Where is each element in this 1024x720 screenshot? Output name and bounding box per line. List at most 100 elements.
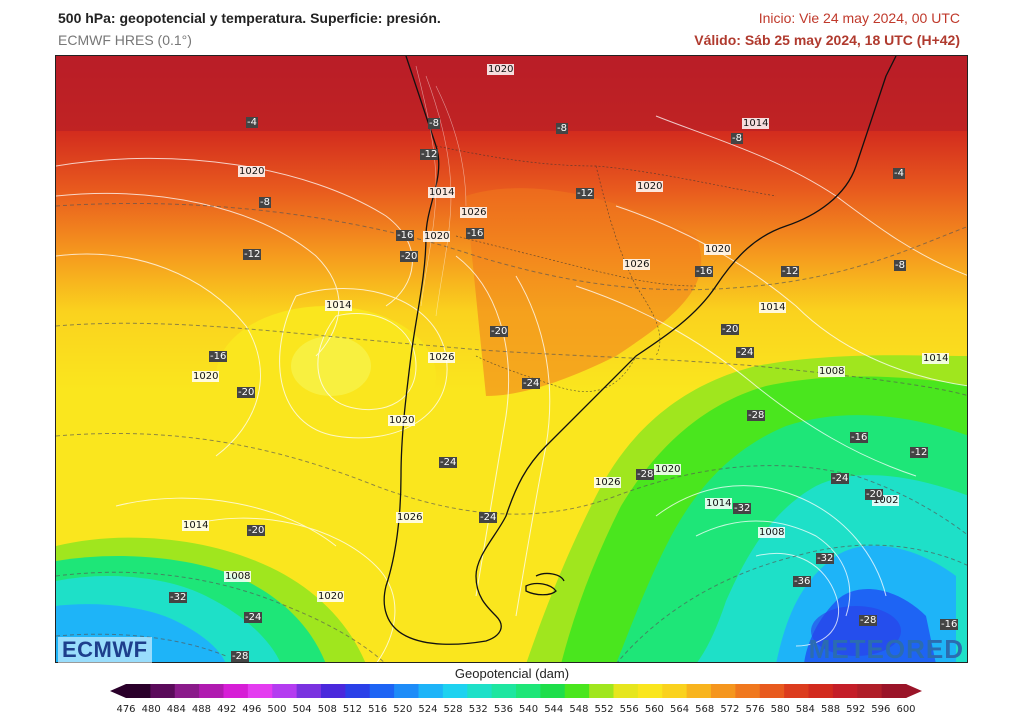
- scale-tick-label: 600: [896, 704, 916, 715]
- scale-swatch: [418, 684, 444, 698]
- scale-tick-label: 504: [292, 704, 312, 715]
- isobar-label: 1014: [922, 353, 950, 364]
- scale-arrow-high: [906, 684, 922, 698]
- scale-swatch: [126, 684, 151, 698]
- isobar-label: 1020: [654, 464, 682, 475]
- isotherm-label: -16: [209, 351, 228, 362]
- scale-tick-label: 492: [217, 704, 237, 715]
- scale-swatch: [759, 684, 785, 698]
- scale-tick-label: 584: [795, 704, 815, 715]
- scale-swatch: [540, 684, 566, 698]
- scale-swatch: [223, 684, 249, 698]
- scale-swatch: [637, 684, 663, 698]
- scale-tick-label: 476: [116, 704, 136, 715]
- scale-tick-label: 548: [569, 704, 589, 715]
- isobar-label: 1020: [704, 244, 732, 255]
- isobar-label: 1008: [224, 571, 252, 582]
- scale-swatch: [832, 684, 858, 698]
- scale-tick-label: 552: [594, 704, 614, 715]
- isobar-label: 1026: [396, 512, 424, 523]
- isobar-label: 1026: [594, 477, 622, 488]
- isobar-label: 1014: [325, 300, 353, 311]
- isobar-label: 1020: [192, 371, 220, 382]
- isotherm-label: -32: [816, 553, 835, 564]
- scale-tick-label: 568: [695, 704, 715, 715]
- isobar-label: 1020: [487, 64, 515, 75]
- scale-swatch: [199, 684, 224, 698]
- isobar-label: 1026: [460, 207, 488, 218]
- isotherm-label: -8: [894, 260, 906, 271]
- isobar-label: 1020: [636, 181, 664, 192]
- isobar-label: 1014: [742, 118, 770, 129]
- scale-swatch: [784, 684, 809, 698]
- scale-arrow-low: [110, 684, 126, 698]
- scale-tick-label: 528: [443, 704, 463, 715]
- isotherm-label: -12: [576, 188, 595, 199]
- isotherm-label: -16: [850, 432, 869, 443]
- isobar-label: 1020: [388, 415, 416, 426]
- isotherm-label: -4: [893, 168, 905, 179]
- isotherm-label: -28: [231, 651, 250, 662]
- init-time: Inicio: Vie 24 may 2024, 00 UTC: [758, 10, 960, 26]
- isobar-label: 1002: [872, 495, 900, 506]
- isotherm-label: -24: [736, 347, 755, 358]
- scale-swatch: [857, 684, 883, 698]
- isobar-label: 1014: [182, 520, 210, 531]
- isotherm-label: -20: [865, 489, 884, 500]
- map-panel[interactable]: 1020 1014 1020 1014 1026 1020 1026 1020 1026 1014…: [55, 55, 968, 663]
- legend-title: Geopotencial (dam): [454, 666, 570, 681]
- isotherm-label: -12: [243, 249, 262, 260]
- scale-swatch: [686, 684, 712, 698]
- ecmwf-logo: ECMWF: [58, 637, 152, 663]
- isotherm-label: -16: [940, 619, 959, 630]
- scale-swatch: [272, 684, 298, 698]
- scale-tick-label: 564: [670, 704, 690, 715]
- scale-tick-label: 520: [393, 704, 413, 715]
- isotherm-label: -20: [721, 324, 740, 335]
- scale-tick-label: 500: [267, 704, 287, 715]
- isobar-label: 1014: [759, 302, 787, 313]
- scale-tick-label: 544: [544, 704, 564, 715]
- scale-tick-label: 536: [493, 704, 513, 715]
- scale-tick-label: 480: [141, 704, 161, 715]
- scale-swatch: [662, 684, 688, 698]
- isotherm-label: -16: [466, 228, 485, 239]
- isotherm-label: -36: [793, 576, 812, 587]
- isotherm-label: -32: [733, 503, 752, 514]
- scale-tick-label: 576: [745, 704, 765, 715]
- scale-swatch: [467, 684, 493, 698]
- scale-swatch: [247, 684, 273, 698]
- isotherm-label: -8: [259, 197, 271, 208]
- scale-tick-label: 508: [317, 704, 337, 715]
- scale-swatch: [150, 684, 176, 698]
- isobar-label: 1020: [317, 591, 345, 602]
- scale-tick-label: 532: [468, 704, 488, 715]
- scale-tick-label: 572: [720, 704, 740, 715]
- isotherm-label: -8: [556, 123, 568, 134]
- scale-swatch: [491, 684, 517, 698]
- isobar-label: 1008: [818, 366, 846, 377]
- isotherm-label: -24: [831, 473, 850, 484]
- scale-swatch: [174, 684, 200, 698]
- isobar-label: 1026: [623, 259, 651, 270]
- isotherm-label: -28: [747, 410, 766, 421]
- isotherm-label: -8: [428, 118, 440, 129]
- color-scale-bar: [110, 684, 922, 698]
- scale-swatch: [442, 684, 468, 698]
- isotherm-label: -12: [781, 266, 800, 277]
- scale-swatch: [516, 684, 541, 698]
- scale-tick-label: 596: [871, 704, 891, 715]
- scale-tick-label: 560: [644, 704, 664, 715]
- isotherm-label: -24: [479, 512, 498, 523]
- isotherm-label: -20: [400, 251, 419, 262]
- valid-time: Válido: Sáb 25 may 2024, 18 UTC (H+42): [694, 32, 960, 48]
- scale-swatch: [881, 684, 907, 698]
- scale-swatch: [589, 684, 614, 698]
- isotherm-label: -4: [246, 117, 258, 128]
- scale-swatch: [296, 684, 322, 698]
- scale-tick-label: 524: [418, 704, 438, 715]
- scale-tick-label: 588: [820, 704, 841, 715]
- scale-tick-label: 516: [368, 704, 388, 715]
- scale-tick-label: 592: [846, 704, 866, 715]
- isobar-label: 1026: [428, 352, 456, 363]
